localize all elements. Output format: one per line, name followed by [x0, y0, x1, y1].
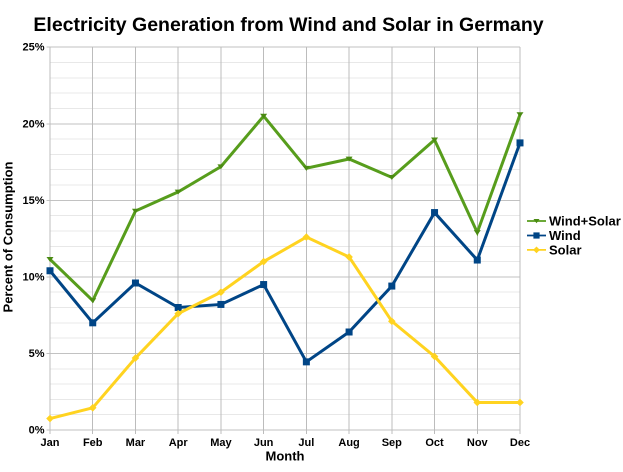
- svg-text:Solar: Solar: [549, 243, 582, 258]
- svg-text:Oct: Oct: [425, 437, 444, 449]
- svg-text:Month: Month: [266, 449, 305, 464]
- svg-text:Nov: Nov: [467, 437, 489, 449]
- svg-text:10%: 10%: [22, 271, 44, 283]
- svg-text:Jan: Jan: [41, 437, 60, 449]
- svg-text:0%: 0%: [29, 425, 45, 437]
- svg-text:5%: 5%: [29, 348, 45, 360]
- svg-text:Feb: Feb: [83, 437, 103, 449]
- svg-text:20%: 20%: [22, 118, 44, 130]
- svg-text:25%: 25%: [22, 42, 44, 54]
- svg-text:Wind+Solar: Wind+Solar: [549, 214, 621, 229]
- svg-text:Wind: Wind: [549, 228, 581, 243]
- svg-text:15%: 15%: [22, 195, 44, 207]
- svg-text:Percent of Consumption: Percent of Consumption: [1, 161, 16, 312]
- svg-text:May: May: [210, 437, 232, 449]
- svg-text:Jul: Jul: [298, 437, 314, 449]
- svg-text:Sep: Sep: [382, 437, 402, 449]
- svg-text:Apr: Apr: [169, 437, 189, 449]
- svg-text:Dec: Dec: [510, 437, 530, 449]
- svg-text:Jun: Jun: [254, 437, 274, 449]
- svg-text:Mar: Mar: [126, 437, 146, 449]
- svg-text:Electricity Generation from Wi: Electricity Generation from Wind and Sol…: [33, 14, 543, 36]
- svg-text:Aug: Aug: [338, 437, 359, 449]
